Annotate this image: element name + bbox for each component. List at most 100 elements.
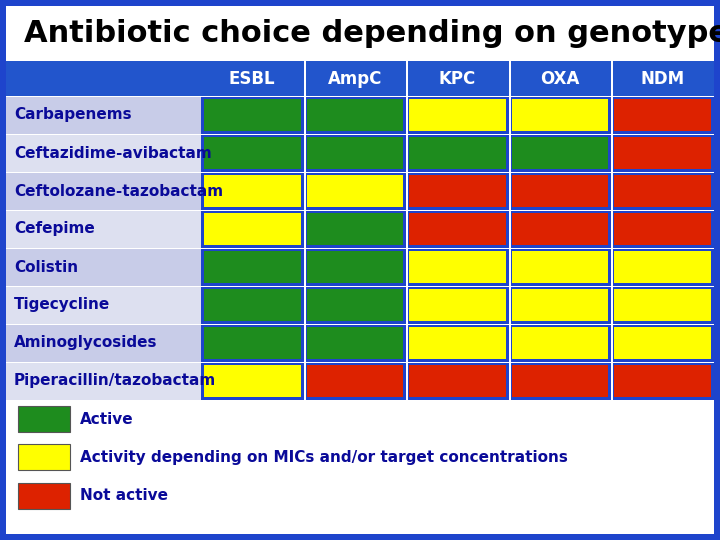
- Text: Ceftazidime-avibactam: Ceftazidime-avibactam: [14, 145, 212, 160]
- Bar: [409, 251, 505, 283]
- Text: NDM: NDM: [641, 70, 685, 87]
- Bar: [614, 137, 711, 169]
- Bar: [6, 400, 714, 534]
- Bar: [204, 327, 301, 359]
- Text: Antibiotic choice depending on genotype: Antibiotic choice depending on genotype: [24, 19, 720, 48]
- Bar: [6, 96, 714, 97]
- Bar: [512, 365, 608, 397]
- Bar: [6, 134, 201, 172]
- Bar: [406, 61, 408, 96]
- Text: Not active: Not active: [80, 488, 168, 503]
- Bar: [509, 286, 510, 324]
- Bar: [409, 213, 505, 245]
- Bar: [6, 248, 714, 249]
- Bar: [18, 483, 70, 509]
- Bar: [304, 134, 305, 172]
- Bar: [6, 6, 714, 61]
- Bar: [304, 362, 305, 400]
- Bar: [204, 251, 301, 283]
- Bar: [18, 444, 70, 470]
- Bar: [307, 213, 403, 245]
- Bar: [509, 172, 510, 210]
- Text: Carbapenems: Carbapenems: [14, 107, 132, 123]
- Bar: [6, 286, 714, 287]
- Text: Piperacillin/tazobactam: Piperacillin/tazobactam: [14, 374, 216, 388]
- Bar: [611, 210, 613, 248]
- Bar: [304, 286, 305, 324]
- Bar: [409, 99, 505, 131]
- Bar: [6, 134, 714, 135]
- Bar: [304, 61, 305, 96]
- Bar: [307, 137, 403, 169]
- Bar: [304, 248, 305, 286]
- Bar: [307, 251, 403, 283]
- Bar: [304, 172, 305, 210]
- Bar: [409, 137, 505, 169]
- Bar: [406, 286, 408, 324]
- Text: KPC: KPC: [439, 70, 476, 87]
- Bar: [614, 175, 711, 207]
- Bar: [611, 248, 613, 286]
- Bar: [614, 365, 711, 397]
- Bar: [611, 61, 613, 96]
- Bar: [6, 96, 201, 134]
- Bar: [614, 327, 711, 359]
- Bar: [307, 175, 403, 207]
- Bar: [6, 248, 201, 286]
- Bar: [204, 175, 301, 207]
- Bar: [509, 324, 510, 362]
- Bar: [512, 99, 608, 131]
- Bar: [409, 365, 505, 397]
- Text: Ceftolozane-tazobactam: Ceftolozane-tazobactam: [14, 184, 223, 199]
- Bar: [204, 365, 301, 397]
- Bar: [6, 172, 714, 173]
- Bar: [409, 289, 505, 321]
- Text: Activity depending on MICs and/or target concentrations: Activity depending on MICs and/or target…: [80, 450, 568, 465]
- Bar: [611, 134, 613, 172]
- Text: ESBL: ESBL: [229, 70, 276, 87]
- Bar: [409, 175, 505, 207]
- Bar: [509, 248, 510, 286]
- Bar: [509, 134, 510, 172]
- Bar: [6, 61, 714, 96]
- Bar: [304, 324, 305, 362]
- Bar: [614, 289, 711, 321]
- Bar: [512, 175, 608, 207]
- Bar: [409, 327, 505, 359]
- Bar: [6, 362, 201, 400]
- Bar: [204, 137, 301, 169]
- Bar: [6, 210, 201, 248]
- Bar: [406, 210, 408, 248]
- Bar: [509, 362, 510, 400]
- Bar: [611, 286, 613, 324]
- Bar: [611, 362, 613, 400]
- Bar: [6, 362, 714, 363]
- Bar: [6, 172, 201, 210]
- Bar: [614, 251, 711, 283]
- Text: Colistin: Colistin: [14, 260, 78, 274]
- Bar: [512, 137, 608, 169]
- Bar: [611, 96, 613, 134]
- Bar: [307, 99, 403, 131]
- Text: Cefepime: Cefepime: [14, 221, 95, 237]
- Bar: [406, 172, 408, 210]
- Bar: [307, 327, 403, 359]
- Bar: [406, 362, 408, 400]
- Bar: [406, 96, 408, 134]
- Bar: [6, 210, 714, 211]
- Bar: [509, 210, 510, 248]
- Bar: [304, 96, 305, 134]
- Bar: [6, 286, 201, 324]
- Bar: [406, 134, 408, 172]
- Bar: [512, 213, 608, 245]
- Bar: [204, 213, 301, 245]
- Bar: [509, 61, 510, 96]
- Bar: [614, 213, 711, 245]
- Bar: [6, 324, 201, 362]
- Text: OXA: OXA: [541, 70, 580, 87]
- Bar: [406, 324, 408, 362]
- Bar: [611, 324, 613, 362]
- Bar: [512, 327, 608, 359]
- Bar: [304, 210, 305, 248]
- Bar: [512, 289, 608, 321]
